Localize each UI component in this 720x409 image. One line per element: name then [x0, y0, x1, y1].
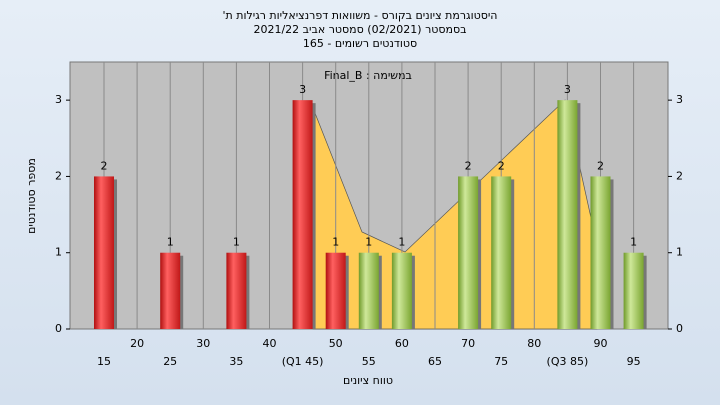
grid: 0 0 1 1 2 2 3 3 15 20 25 30 35 40 (Q1 45) 50 55 60 65 70 75 8…: [55, 62, 683, 368]
value-label: 1: [233, 236, 240, 249]
y2-tick-label: 3: [676, 93, 683, 106]
chart-title: היסטוגרמת ציונים בקורס - משוואות דפרנציא…: [223, 9, 498, 22]
bar: [491, 176, 512, 329]
value-label: 3: [564, 83, 571, 96]
bar: [458, 176, 479, 329]
value-label: 1: [630, 236, 637, 249]
annotation: במשימה : Final_B: [324, 69, 412, 82]
x-tick-label: 60: [395, 337, 409, 350]
x-tick-label: 90: [594, 337, 608, 350]
x-tick-label: 95: [627, 355, 641, 368]
x-tick-label: 30: [196, 337, 210, 350]
chart-subtitle: סטודנטים רשומים - 165: [303, 37, 417, 50]
bar: [391, 252, 412, 329]
marks: 2 1 1 3 1 1 1 2 2 3 2 1: [94, 83, 647, 330]
bar: [623, 252, 644, 329]
x-tick-label: 20: [130, 337, 144, 350]
y2-tick-label: 0: [676, 322, 683, 335]
x-tick-label: 55: [362, 355, 376, 368]
y-axis-label: מספר סטודנטים: [25, 158, 38, 234]
bar: [325, 252, 346, 329]
x-tick-label: 50: [329, 337, 343, 350]
bar: [358, 252, 379, 329]
bar: [292, 100, 313, 330]
bar: [94, 176, 114, 329]
x-axis-label: טווח ציונים: [343, 374, 393, 387]
value-label: 1: [365, 236, 372, 249]
y2-tick-label: 2: [676, 169, 683, 182]
x-tick-label: 70: [461, 337, 475, 350]
bar: [226, 252, 247, 329]
bar: [160, 252, 181, 329]
x-tick-label: 25: [163, 355, 177, 368]
y-tick-label: 0: [55, 322, 62, 335]
y-tick-label: 1: [55, 246, 62, 259]
bar: [557, 100, 578, 330]
value-label: 2: [498, 159, 505, 172]
x-tick-label: (Q3 85): [547, 355, 589, 368]
x-tick-label: 15: [97, 355, 111, 368]
x-tick-label: 40: [263, 337, 277, 350]
value-label: 2: [465, 159, 472, 172]
x-tick-label: 35: [229, 355, 243, 368]
chart-subtitle: בסמסטר (02/2021) סמסטר אביב 2021/22: [253, 23, 466, 36]
x-tick-label: 65: [428, 355, 442, 368]
bar: [590, 176, 611, 329]
x-tick-label: 75: [494, 355, 508, 368]
value-label: 2: [101, 159, 108, 172]
y-tick-label: 2: [55, 169, 62, 182]
x-tick-label: (Q1 45): [282, 355, 324, 368]
value-label: 1: [167, 236, 174, 249]
x-tick-label: 80: [527, 337, 541, 350]
y2-tick-label: 1: [676, 246, 683, 259]
value-label: 1: [398, 236, 405, 249]
value-label: 2: [597, 159, 604, 172]
y-tick-label: 3: [55, 93, 62, 106]
value-label: 1: [332, 236, 339, 249]
value-label: 3: [299, 83, 306, 96]
